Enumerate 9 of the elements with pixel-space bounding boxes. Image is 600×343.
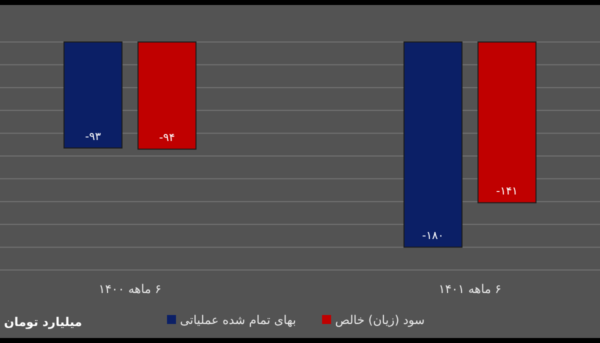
x-tick-label: ۶ ماهه ۱۴۰۱ (438, 282, 502, 296)
data-label: -۹۴ (159, 131, 175, 144)
x-tick-label: ۶ ماهه ۱۴۰۰ (98, 282, 162, 296)
text: میلیارد تومان (4, 315, 82, 329)
data-label: -۱۸۰ (422, 229, 444, 242)
legend-label: سود (زیان) خالص (335, 313, 425, 327)
data-label: -۹۳ (85, 130, 101, 144)
data-label: -۱۴۱ (496, 184, 518, 198)
legend-label: بهای تمام شده عملیاتی (180, 313, 296, 327)
